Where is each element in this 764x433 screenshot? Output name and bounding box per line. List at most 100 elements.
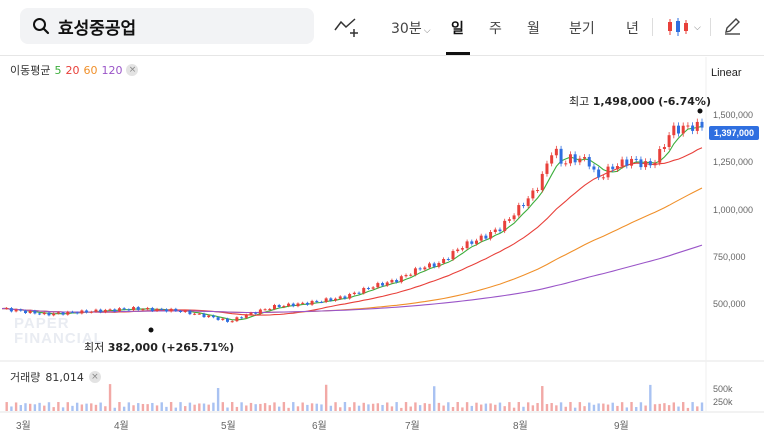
volume-bar [19,405,22,411]
volume-bar [649,384,652,411]
tab-month[interactable]: 월 [527,21,540,37]
volume-bar [620,402,624,411]
volume-bar [437,402,441,411]
candle-body [38,313,42,315]
candle-body [470,241,474,244]
y-tick: 1,500,000 [713,110,754,120]
volume-bar [141,403,145,411]
candle-body [583,157,587,159]
y-tick: 1,000,000 [713,205,754,215]
candle-body [362,288,366,294]
volume-bar [428,403,431,411]
candle-body [254,312,258,314]
high-marker [697,108,703,114]
candle-body [324,298,328,302]
candle-body [263,309,267,311]
candle-body [94,309,98,312]
candle-body [319,301,323,303]
candle-body [662,146,666,150]
candle-body [19,309,23,311]
volume-bar [282,402,286,411]
volume-bar [418,405,422,411]
tab-year[interactable]: 년 [626,21,639,37]
tab-day[interactable]: 일 [451,21,464,37]
ma-60: 60 [83,63,98,77]
tab-30min[interactable]: 30분 ⌵ [391,21,431,37]
low-annotation: 최저 382,000 (+265.71%) [84,341,235,354]
pencil-icon[interactable] [722,16,742,36]
ma-label: 이동평균 [10,64,51,77]
close-icon[interactable]: × [88,371,101,383]
volume-bar [522,406,525,411]
volume-bar [639,402,643,411]
candle-body [625,159,629,166]
candle-body [28,310,32,314]
active-tab-indicator [446,52,470,55]
volume-bar [700,402,704,411]
volume-bar [5,402,8,411]
volume-bar [235,406,239,411]
candle-body [634,158,638,160]
candle-body [221,318,225,320]
candle-body [9,308,13,312]
scale-select[interactable]: Linear [711,67,742,79]
search-box[interactable]: 효성중공업 [20,8,314,44]
line-chart-add-icon[interactable] [333,16,359,38]
volume-bar [43,405,46,411]
candle-body [155,308,159,311]
volume-bar [33,404,37,411]
candle-body [113,309,117,312]
candle-body [620,159,624,167]
moving-average-legend: 이동평균 5 20 60 120 × [10,62,139,78]
close-icon[interactable]: × [126,64,139,76]
candle-body [244,314,248,318]
volume-bar [226,407,229,411]
volume-bar [61,407,65,411]
candle-body [132,307,136,310]
candle-body [197,313,201,315]
candle-body [451,251,455,260]
candle-body [164,309,168,312]
volume-bar [57,402,60,411]
candlestick-type-button[interactable]: ⌵ [666,16,702,38]
x-tick: 8월 [513,421,528,432]
candle-body [169,308,173,312]
volume-bar [531,405,535,411]
candle-body [338,296,342,299]
volume-bar [348,407,351,411]
candle-body [517,205,521,216]
volume-bar [169,402,173,411]
volume-bar [320,404,323,411]
tab-week[interactable]: 주 [489,21,502,37]
volume-bar [606,404,610,411]
volume-bar [66,402,69,411]
volume-value: 81,014 [45,370,84,384]
volume-bar [24,403,27,411]
candle-body [23,310,27,314]
candle-body [540,173,544,191]
candle-body [226,318,230,322]
candle-body [630,158,634,166]
candle-body [587,157,591,167]
tab-quarter[interactable]: 분기 [569,21,595,37]
volume-bar [447,402,450,411]
volume-bar [616,405,619,411]
candle-body [597,169,601,178]
candle-body [404,275,408,277]
candle-body [672,125,676,136]
volume-bar [310,403,314,411]
candle-body [348,294,352,299]
volume-bar [635,407,638,411]
candle-body [305,302,309,305]
volume-bar [113,407,116,411]
volume-bar [597,403,600,411]
volume-bar [461,407,464,411]
candle-body [381,283,385,286]
candle-body [395,280,399,283]
volume-bar [259,403,262,411]
volume-bar [306,404,309,411]
candle-body [14,309,18,312]
candle-body [89,311,93,313]
volume-bar [592,404,596,411]
